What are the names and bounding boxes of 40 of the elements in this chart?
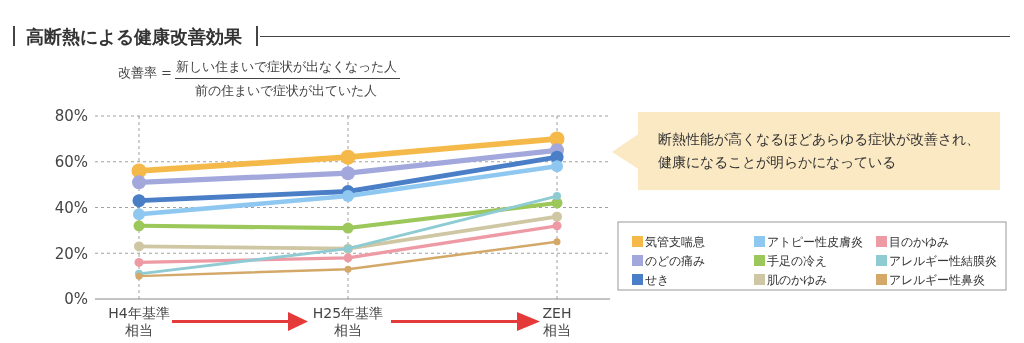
legend-label: アレルギー性鼻炎 — [889, 273, 985, 288]
point — [342, 222, 354, 234]
text: 断熱性能が高くなるほどあらゆる症状が改善され、 — [658, 131, 980, 147]
y-tick-label: 80% — [54, 107, 88, 126]
point — [342, 190, 354, 203]
point — [553, 238, 561, 246]
point — [132, 194, 146, 208]
point — [133, 208, 145, 221]
point — [553, 192, 561, 201]
legend-label: 肌のかゆみ — [767, 273, 827, 288]
text: 改善率 = — [117, 65, 172, 80]
text: 新しい住まいで症状が出なくなった人 — [175, 59, 397, 74]
point — [341, 166, 355, 181]
point — [551, 160, 563, 173]
point — [132, 175, 146, 190]
point — [552, 211, 562, 222]
point — [343, 253, 353, 263]
text: 健康になることが明らかになっている — [658, 154, 896, 170]
y-tick-label: 0% — [64, 290, 88, 309]
x-tick-label: H25年基準相当 — [312, 305, 384, 338]
legend-label: アトピー性皮膚炎 — [767, 235, 863, 250]
point — [134, 241, 144, 252]
point — [134, 257, 144, 267]
legend-label: 目のかゆみ — [889, 235, 949, 250]
legend-label: アレルギー性結膜炎 — [889, 254, 997, 269]
y-tick-label: 60% — [54, 153, 88, 171]
legend-label: のどの痛み — [645, 254, 705, 269]
point — [133, 220, 145, 232]
point — [340, 149, 356, 165]
chart-title: 高断熱による健康改善効果 — [26, 26, 243, 47]
point — [552, 221, 562, 231]
y-tick-label: 20% — [54, 244, 88, 263]
legend-label: 気管支喘息 — [645, 235, 705, 250]
point — [344, 265, 352, 273]
y-tick-label: 40% — [54, 198, 88, 217]
text: 前の住まいで症状が出ていた人 — [195, 83, 377, 98]
x-tick-label: H4年基準相当 — [108, 305, 170, 338]
x-tick-label: ZEH相当 — [542, 305, 572, 338]
legend-label: 手足の冷え — [767, 254, 827, 269]
legend-label: せき — [645, 273, 669, 288]
